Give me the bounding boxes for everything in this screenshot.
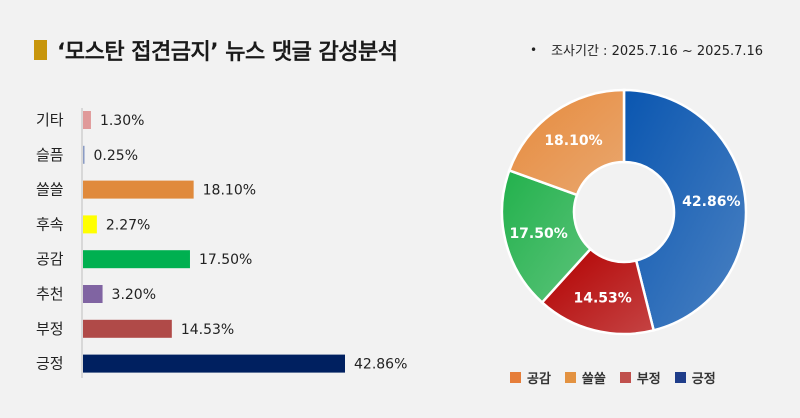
donut-legend: 공감 쓸쓸 부정 긍정	[510, 368, 716, 387]
category-label: 기타	[36, 111, 64, 129]
survey-period: • 조사기간 : 2025.7.16 ~ 2025.7.16	[530, 40, 764, 60]
donut-slice	[507, 88, 626, 197]
bar	[83, 180, 194, 199]
legend-item: 공감	[510, 368, 551, 387]
chart-title: ‘모스탄 접견금지’ 뉴스 댓글 감성분석	[57, 40, 398, 65]
bar-value-label: 18.10%	[203, 183, 256, 199]
bar-value-label: 0.25%	[94, 148, 138, 164]
category-label: 추천	[36, 285, 64, 303]
category-label: 쓸쓸	[36, 181, 64, 199]
bullet-icon: •	[530, 42, 538, 57]
category-label: 부정	[36, 320, 64, 338]
bar	[83, 354, 345, 373]
donut-slice	[540, 247, 656, 336]
legend-item: 쓸쓸	[564, 368, 606, 387]
title-area: ‘모스탄 접견금지’ 뉴스 댓글 감성분석	[34, 34, 398, 66]
bar-value-label: 14.53%	[181, 322, 234, 338]
bar	[83, 319, 172, 338]
donut-slice	[622, 88, 748, 332]
bar-value-label: 1.30%	[100, 113, 144, 129]
slice-value-label: 18.10%	[544, 133, 602, 149]
legend-label: 부정	[636, 372, 661, 387]
legend-swatch	[674, 372, 686, 383]
legend-item: 긍정	[674, 368, 716, 387]
slice-value-label: 42.86%	[682, 194, 740, 210]
slice-value-label: 14.53%	[573, 290, 631, 306]
bar	[83, 215, 97, 234]
bar-value-label: 3.20%	[112, 287, 156, 303]
bar	[83, 111, 91, 129]
bar-value-label: 2.27%	[106, 217, 150, 233]
category-label: 공감	[36, 250, 64, 268]
legend-swatch	[510, 372, 521, 383]
bar	[83, 285, 103, 303]
category-label: 긍정	[36, 355, 64, 373]
category-label: 후속	[36, 215, 64, 233]
survey-period-text: 조사기간 : 2025.7.16 ~ 2025.7.16	[551, 44, 764, 59]
bar	[83, 250, 190, 269]
legend-label: 공감	[527, 372, 551, 387]
legend-swatch	[564, 372, 576, 383]
bar-value-label: 17.50%	[199, 252, 252, 268]
legend-swatch	[619, 372, 631, 383]
category-label: 슬픔	[36, 146, 64, 164]
donut-slice	[500, 168, 593, 305]
bar-value-label: 42.86%	[354, 357, 407, 373]
title-marker	[34, 40, 47, 60]
legend-label: 긍정	[691, 372, 716, 387]
legend-label: 쓸쓸	[581, 372, 606, 387]
legend-item: 부정	[619, 368, 661, 387]
bar	[83, 145, 85, 164]
slice-value-label: 17.50%	[509, 226, 567, 242]
